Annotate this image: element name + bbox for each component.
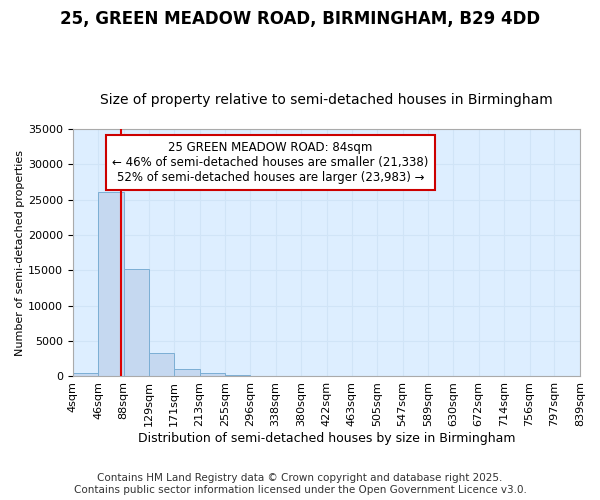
X-axis label: Distribution of semi-detached houses by size in Birmingham: Distribution of semi-detached houses by …: [137, 432, 515, 445]
Y-axis label: Number of semi-detached properties: Number of semi-detached properties: [15, 150, 25, 356]
Bar: [149, 353, 174, 376]
Bar: [174, 368, 200, 376]
Bar: [225, 375, 250, 376]
Bar: [98, 192, 124, 376]
Bar: [73, 373, 98, 376]
Bar: [200, 373, 225, 376]
Text: Contains HM Land Registry data © Crown copyright and database right 2025.
Contai: Contains HM Land Registry data © Crown c…: [74, 474, 526, 495]
Text: 25 GREEN MEADOW ROAD: 84sqm
← 46% of semi-detached houses are smaller (21,338)
5: 25 GREEN MEADOW ROAD: 84sqm ← 46% of sem…: [112, 142, 428, 184]
Bar: [124, 269, 149, 376]
Title: Size of property relative to semi-detached houses in Birmingham: Size of property relative to semi-detach…: [100, 93, 553, 107]
Text: 25, GREEN MEADOW ROAD, BIRMINGHAM, B29 4DD: 25, GREEN MEADOW ROAD, BIRMINGHAM, B29 4…: [60, 10, 540, 28]
